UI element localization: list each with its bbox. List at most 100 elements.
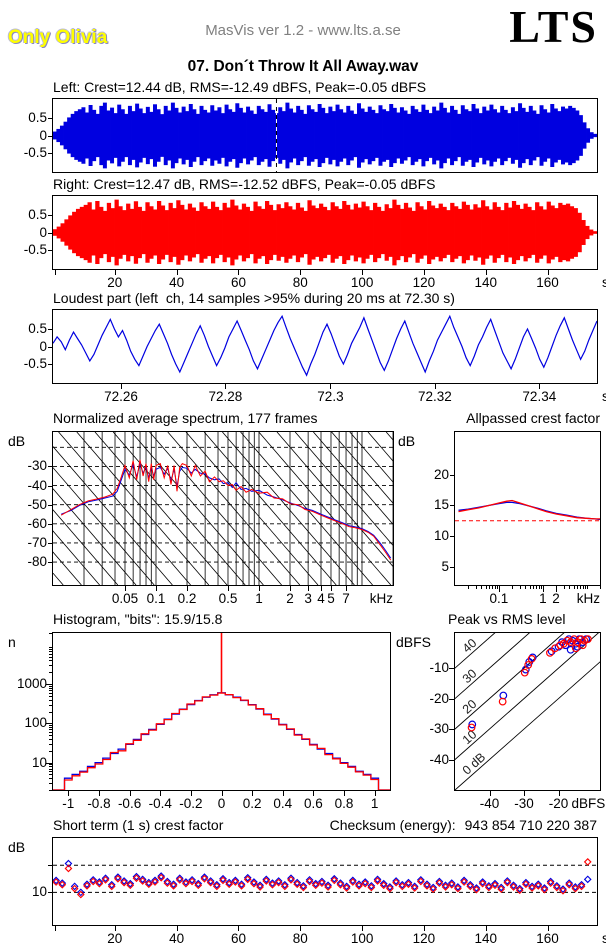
x-tick-mark [282, 791, 284, 796]
x-tick-label: -30 [514, 796, 534, 811]
y-axis-label: dBFS [396, 634, 432, 650]
y-tick-label: -30 [27, 458, 47, 474]
x-tick-label: 0.2 [177, 591, 197, 606]
y-tick-mark [49, 738, 52, 740]
y-tick-mark [48, 363, 52, 365]
x-tick-label: 0.6 [304, 796, 323, 811]
x-tick-mark [600, 586, 601, 589]
x-tick-label: 60 [230, 275, 246, 290]
x-tick-mark [489, 586, 491, 589]
x-tick-mark [330, 586, 332, 591]
x-tick-label: 5 [327, 591, 335, 606]
x-tick-mark [540, 586, 542, 589]
x-tick-mark [529, 586, 531, 589]
y-tick-mark [49, 699, 52, 701]
y-tick-mark [49, 650, 52, 652]
x-tick-mark [362, 926, 364, 931]
allpassed-canvas [455, 499, 600, 522]
y-tick-label: 20 [433, 466, 449, 482]
y-tick-label: 5 [441, 558, 449, 574]
x-tick-label: 0.1 [146, 591, 166, 606]
x-tick-mark [524, 791, 526, 796]
x-tick-mark [579, 586, 581, 589]
x-tick-mark [238, 270, 240, 275]
x-tick-label: 72.32 [417, 389, 452, 404]
y-tick-mark [49, 771, 52, 773]
x-tick-mark [485, 270, 487, 275]
x-tick-mark [496, 586, 498, 589]
left-waveform-plot [52, 98, 598, 173]
x-tick-mark [55, 926, 57, 931]
y-tick-mark [49, 750, 52, 752]
x-tick-mark [98, 791, 100, 796]
y-axis-label: n [8, 634, 16, 650]
short-term-crest-plot [52, 837, 598, 926]
histogram-plot [52, 632, 391, 791]
x-tick-label: -20 [548, 796, 569, 811]
x-tick-mark [485, 926, 487, 931]
right-wave-stats-label: Right: Crest=12.47 dB, RMS=-12.52 dBFS, … [53, 176, 436, 192]
y-tick-label: -30 [429, 721, 449, 737]
checksum-value: 943 854 710 220 387 [464, 817, 597, 833]
x-tick-mark [252, 791, 254, 796]
x-tick-mark [494, 586, 496, 589]
y-tick-mark [449, 729, 454, 731]
y-tick-mark [48, 865, 52, 867]
axis-unit-label: kHz [369, 591, 393, 606]
x-tick-label: 20 [107, 931, 123, 946]
x-tick-mark [238, 926, 240, 931]
x-tick-mark [485, 586, 487, 589]
x-tick-label: 2 [286, 591, 294, 606]
x-tick-label: 4 [317, 591, 325, 606]
x-tick-mark [346, 586, 348, 591]
x-tick-mark [539, 384, 541, 389]
y-tick-mark [48, 542, 52, 544]
histogram-canvas [53, 633, 390, 790]
x-tick-mark [114, 926, 116, 931]
y-tick-label: 0 [39, 127, 47, 143]
y-tick-mark [449, 698, 454, 700]
x-tick-mark [489, 791, 491, 796]
spectrum-canvas [53, 432, 393, 585]
y-tick-mark [49, 735, 52, 737]
app-credit: MasVis ver 1.2 - www.lts.a.se [205, 22, 401, 39]
x-tick-mark [547, 270, 549, 275]
x-tick-mark [547, 926, 549, 931]
y-tick-label: 0.5 [28, 110, 47, 126]
y-tick-label: 0 [39, 338, 47, 354]
diagonal-crest-label: 20 [460, 697, 480, 717]
y-tick-mark [48, 346, 52, 348]
y-tick-mark [49, 727, 52, 729]
x-tick-label: 80 [292, 931, 308, 946]
x-tick-label: 0.2 [242, 796, 262, 811]
x-tick-mark [290, 586, 291, 591]
x-tick-mark [586, 586, 588, 589]
y-tick-mark [48, 329, 52, 331]
y-tick-mark [49, 695, 52, 697]
y-tick-mark [48, 562, 52, 564]
y-tick-label: 0 [39, 224, 47, 240]
y-tick-label: -40 [429, 751, 449, 767]
x-tick-mark [423, 926, 425, 931]
y-tick-label: 15 [433, 497, 449, 513]
x-tick-label: 160 [536, 275, 559, 290]
y-tick-mark [48, 892, 52, 894]
y-tick-mark [48, 485, 52, 487]
x-tick-mark [190, 791, 192, 796]
x-tick-label: 72.28 [208, 389, 243, 404]
allpassed-crest-plot [454, 431, 601, 586]
y-tick-mark [48, 152, 52, 154]
peak-vs-rms-title: Peak vs RMS level [448, 611, 566, 627]
x-tick-mark [584, 586, 586, 589]
x-tick-label: 0.4 [273, 796, 293, 811]
x-tick-mark [313, 791, 315, 796]
x-tick-label: 72.26 [104, 389, 138, 404]
y-tick-mark [49, 783, 52, 785]
x-tick-label: 0.05 [111, 591, 139, 606]
x-tick-label: 60 [230, 931, 246, 946]
x-tick-mark [176, 270, 178, 275]
y-axis-label: dB [8, 839, 26, 855]
y-tick-mark [48, 215, 52, 217]
y-tick-mark [449, 668, 454, 670]
x-tick-mark [582, 586, 584, 589]
